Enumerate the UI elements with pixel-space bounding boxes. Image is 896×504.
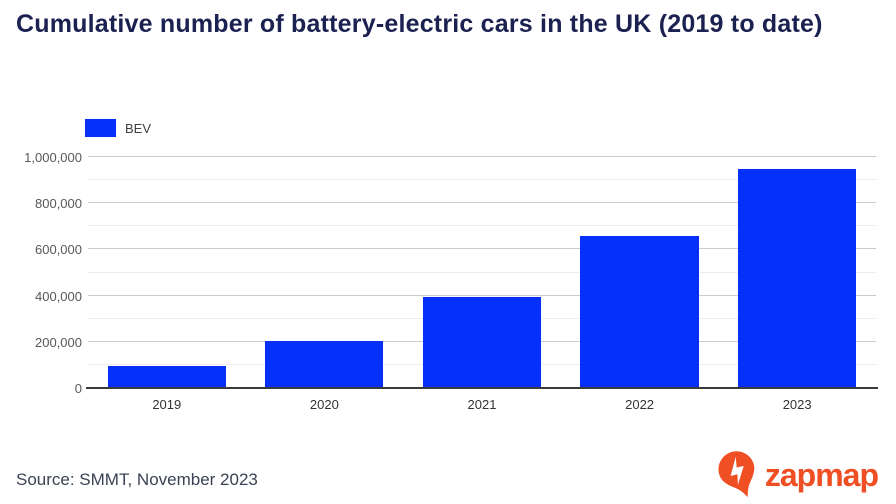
x-axis-label-2022: 2022 [625,397,655,412]
gridline-400000 [88,294,876,296]
gridline-600000 [88,248,876,250]
page-title: Cumulative number of battery-electric ca… [16,10,823,38]
plot-area [88,156,876,388]
y-axis-label-400000: 400,000 [35,288,82,304]
gridline-700000 [88,225,876,227]
zapmap-logo-text: zapmap [764,457,879,493]
x-axis-label-2021: 2021 [467,397,497,412]
x-axis-label-2019: 2019 [152,397,182,412]
gridline-500000 [88,271,876,273]
zapmap-logo[interactable]: zapmap [718,449,879,501]
x-axis-labels: 2019 2020 2021 2022 2023 [88,397,876,412]
y-axis-label-0: 0 [74,381,82,396]
y-axis-label-800000: 800,000 [35,196,82,212]
zapmap-pin-icon [718,451,755,498]
bar-2023[interactable] [738,168,857,388]
bar-slot-2020 [246,157,404,388]
bar-2020[interactable] [265,340,384,388]
gridline-1000000 [88,156,876,157]
source-text: Source: SMMT, November 2023 [16,470,258,489]
bar-2022[interactable] [580,235,699,388]
y-axis-label-600000: 600,000 [35,242,82,258]
x-axis-label-2023: 2023 [782,397,812,412]
bar-2019[interactable] [107,366,226,388]
bar-slot-2021 [403,157,561,388]
lightning-bolt [730,456,744,485]
gridline-900000 [88,179,876,181]
bar-slot-2019 [88,157,246,388]
legend-swatch-bev [85,119,116,137]
y-axis-label-1000000: 1,000,000 [24,150,82,165]
bar-2021[interactable] [422,296,542,388]
y-axis-label-200000: 200,000 [35,334,82,350]
bar-slot-2023 [718,157,876,388]
chart-legend: BEV [85,119,151,137]
bar-slot-2022 [561,157,719,388]
legend-label-bev: BEV [125,120,152,136]
bar-series-bev [88,157,876,388]
x-axis-label-2020: 2020 [309,397,339,412]
gridline-800000 [88,202,876,204]
x-axis-baseline [86,387,878,389]
